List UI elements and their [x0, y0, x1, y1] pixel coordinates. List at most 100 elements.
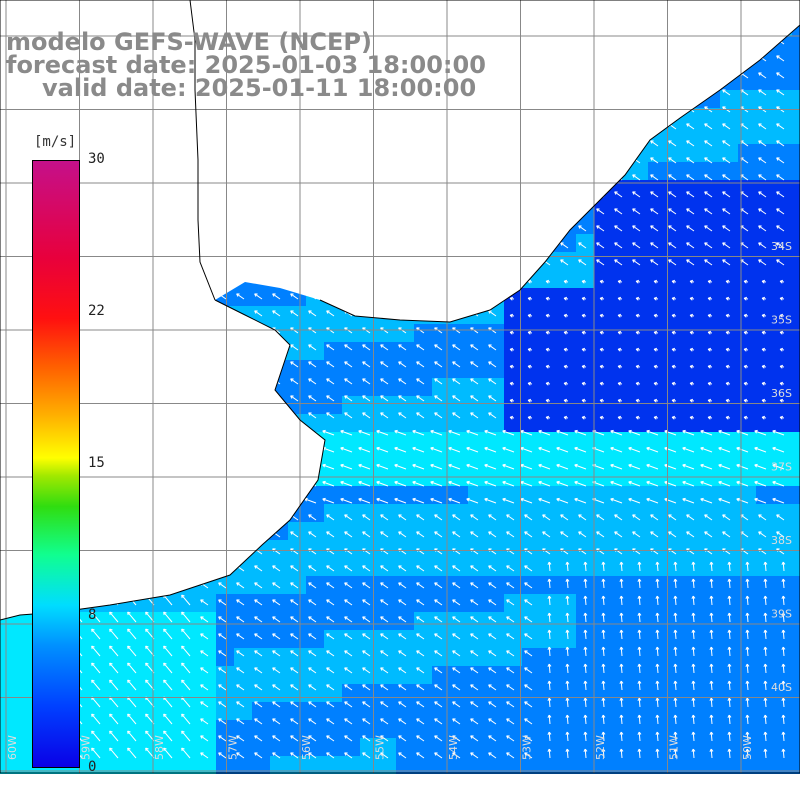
wind-cell	[630, 414, 648, 432]
longitude-label: 59W	[80, 735, 93, 760]
wind-cell	[270, 576, 288, 594]
wind-cell	[648, 558, 666, 576]
wind-cell	[432, 378, 450, 396]
wind-cell	[540, 432, 558, 450]
wind-cell	[684, 234, 702, 252]
wind-cell	[522, 450, 540, 468]
wind-cell	[702, 558, 720, 576]
wind-cell	[486, 396, 504, 414]
wind-cell	[666, 288, 684, 306]
wind-cell	[360, 324, 378, 342]
wind-cell	[486, 324, 504, 342]
wind-cell	[612, 576, 630, 594]
wind-cell	[774, 288, 792, 306]
wind-cell	[504, 306, 522, 324]
wind-cell	[306, 594, 324, 612]
wind-cell	[234, 288, 252, 306]
wind-cell	[756, 342, 774, 360]
wind-cell	[558, 558, 576, 576]
wind-cell	[558, 540, 576, 558]
wind-cell	[198, 702, 216, 720]
wind-cell	[648, 288, 666, 306]
wind-cell	[90, 684, 108, 702]
wind-cell	[720, 270, 738, 288]
wind-cell	[540, 558, 558, 576]
wind-cell	[468, 576, 486, 594]
wind-cell	[666, 360, 684, 378]
wind-cell	[612, 270, 630, 288]
wind-cell	[756, 540, 774, 558]
wind-cell	[324, 684, 342, 702]
wind-cell	[738, 378, 756, 396]
wind-cell	[432, 522, 450, 540]
wind-cell	[774, 414, 792, 432]
wind-cell	[702, 216, 720, 234]
wind-cell	[666, 126, 684, 144]
wind-cell	[774, 432, 792, 450]
wind-cell	[612, 450, 630, 468]
wind-cell	[396, 360, 414, 378]
wind-cell	[648, 450, 666, 468]
wind-cell	[126, 702, 144, 720]
wind-cell	[630, 450, 648, 468]
wind-cell	[684, 558, 702, 576]
wind-cell	[684, 414, 702, 432]
wind-cell	[432, 324, 450, 342]
wind-cell	[522, 414, 540, 432]
wind-cell	[468, 630, 486, 648]
wind-cell	[684, 396, 702, 414]
wind-cell	[324, 360, 342, 378]
wind-cell	[684, 486, 702, 504]
wind-cell	[630, 558, 648, 576]
wind-cell	[684, 576, 702, 594]
wind-cell	[684, 144, 702, 162]
wind-cell	[270, 594, 288, 612]
wind-cell	[306, 576, 324, 594]
wind-cell	[756, 522, 774, 540]
wind-cell	[540, 648, 558, 666]
wind-cell	[756, 288, 774, 306]
wind-cell	[414, 360, 432, 378]
wind-cell	[450, 630, 468, 648]
wind-cell	[630, 576, 648, 594]
wind-cell	[774, 396, 792, 414]
wind-cell	[504, 396, 522, 414]
wind-cell	[720, 648, 738, 666]
wind-cell	[666, 522, 684, 540]
longitude-label: 51W	[668, 735, 681, 760]
latitude-label: 39S	[771, 608, 792, 621]
wind-cell	[90, 738, 108, 756]
wind-cell	[468, 702, 486, 720]
wind-cell	[0, 702, 18, 720]
wind-cell	[720, 198, 738, 216]
wind-cell	[774, 738, 792, 756]
wind-cell	[216, 684, 234, 702]
wind-cell	[630, 522, 648, 540]
wind-cell	[576, 576, 594, 594]
wind-cell	[792, 450, 800, 468]
wind-cell	[612, 216, 630, 234]
wind-cell	[414, 378, 432, 396]
wind-cell	[468, 414, 486, 432]
wind-cell	[684, 306, 702, 324]
wind-cell	[378, 324, 396, 342]
latitude-label: 34S	[771, 240, 792, 253]
wind-cell	[594, 288, 612, 306]
wind-cell	[360, 522, 378, 540]
wind-cell	[594, 378, 612, 396]
wind-cell	[540, 540, 558, 558]
wind-cell	[522, 288, 540, 306]
wind-cell	[522, 540, 540, 558]
wind-cell	[594, 234, 612, 252]
wind-cell	[702, 144, 720, 162]
wind-cell	[720, 414, 738, 432]
wind-cell	[396, 702, 414, 720]
wind-cell	[324, 594, 342, 612]
wind-cell	[252, 576, 270, 594]
wind-cell	[792, 306, 800, 324]
wind-cell	[378, 630, 396, 648]
wind-cell	[612, 198, 630, 216]
longitude-label: 54W	[447, 735, 460, 760]
wind-cell	[486, 360, 504, 378]
wind-cell	[324, 504, 342, 522]
